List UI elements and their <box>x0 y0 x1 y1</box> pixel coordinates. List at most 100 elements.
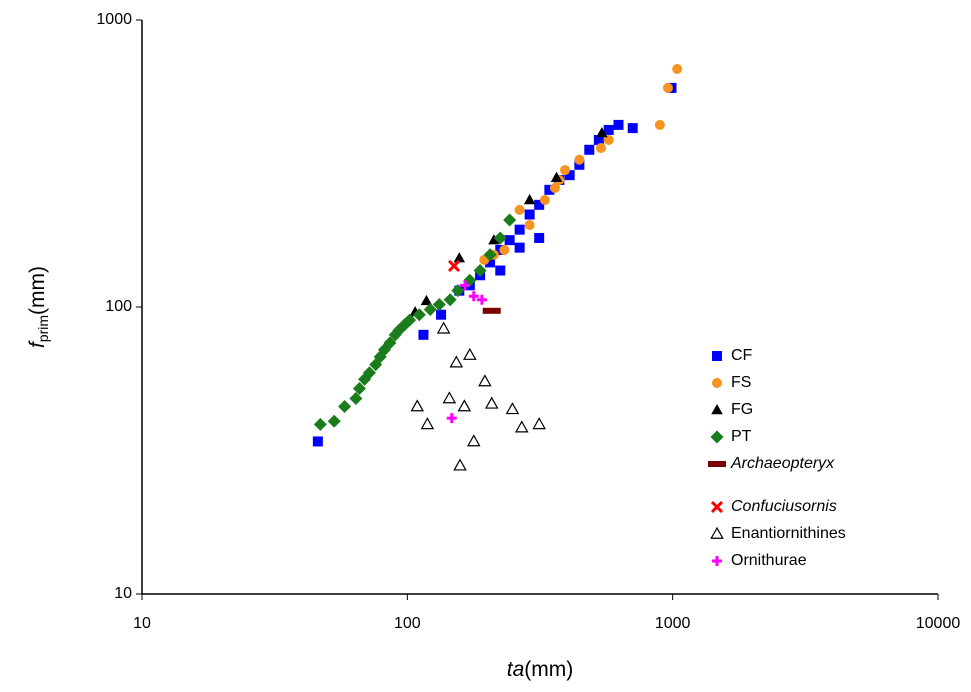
triangle-marker <box>488 234 500 245</box>
open-triangle-marker <box>505 402 520 415</box>
circle-marker <box>662 82 673 93</box>
circle-marker <box>603 134 614 145</box>
square-marker <box>436 309 447 320</box>
plus-marker <box>468 291 479 302</box>
x-tick-label: 1000 <box>655 615 691 632</box>
y-label-subscript: prim <box>35 315 51 342</box>
plus-marker <box>446 413 457 424</box>
square-marker <box>495 265 506 276</box>
square-marker <box>524 209 535 220</box>
circle-marker <box>549 182 560 193</box>
diamond-marker <box>349 391 363 405</box>
square-marker <box>593 134 604 145</box>
open-triangle-marker <box>515 420 529 433</box>
square-marker <box>544 184 555 195</box>
legend-label: FG <box>731 401 753 418</box>
open-triangle-marker <box>442 391 457 404</box>
circle-marker <box>539 194 550 205</box>
square-marker <box>534 232 545 243</box>
x-axis-label: ta(mm) <box>507 658 574 681</box>
diamond-marker <box>710 430 724 444</box>
x-tick-label: 100 <box>394 615 421 632</box>
diamond-marker <box>338 400 352 414</box>
diamond-marker <box>432 298 446 312</box>
open-triangle-marker <box>463 347 477 360</box>
y-axis-label: fprim(mm) <box>26 266 51 348</box>
square-marker <box>534 199 545 210</box>
y-tick-label: 10 <box>114 585 132 602</box>
circle-marker <box>560 165 571 176</box>
open-triangle-marker <box>710 526 724 539</box>
open-triangle-marker <box>436 321 451 334</box>
legend-label: Enantiornithines <box>731 525 846 542</box>
diamond-marker <box>352 382 366 396</box>
legend-label: Archaeopteryx <box>730 455 835 472</box>
circle-marker <box>672 63 683 74</box>
dash-marker <box>482 307 501 314</box>
open-triangle-marker <box>532 417 546 430</box>
diamond-marker <box>483 248 497 262</box>
diamond-marker <box>403 313 417 327</box>
square-marker <box>584 144 595 155</box>
circle-marker <box>524 220 535 231</box>
triangle-marker <box>523 193 536 205</box>
legend-label: Ornithurae <box>731 552 807 569</box>
square-marker <box>564 170 575 181</box>
cross-marker <box>710 500 724 514</box>
circle-marker <box>712 378 722 388</box>
circle-marker <box>499 244 510 255</box>
circle-marker <box>514 204 525 215</box>
square-marker <box>485 257 496 268</box>
y-label-italic: f <box>26 340 49 348</box>
diamond-marker <box>327 414 341 428</box>
square-marker <box>514 242 525 253</box>
open-triangle-marker <box>457 399 472 412</box>
square-marker <box>504 235 515 246</box>
x-tick-label: 10000 <box>916 615 961 632</box>
square-marker <box>613 119 624 130</box>
open-triangle-marker <box>484 396 499 409</box>
legend-label: FS <box>731 374 751 391</box>
open-triangle-marker <box>420 417 435 430</box>
triangle-marker <box>550 171 563 183</box>
open-triangle-marker <box>478 374 492 387</box>
open-triangle-marker <box>467 434 481 447</box>
open-triangle-marker <box>449 355 464 368</box>
square-marker <box>574 159 585 170</box>
square-marker <box>418 329 429 340</box>
cross-marker <box>447 259 461 273</box>
diamond-marker <box>412 308 426 322</box>
diamond-marker <box>362 366 376 380</box>
diamond-marker <box>423 303 437 317</box>
square-marker <box>312 436 323 447</box>
diamond-marker <box>383 336 397 350</box>
open-triangle-marker <box>410 399 425 412</box>
x-label-italic: ta <box>507 658 525 681</box>
triangle-marker <box>711 404 723 415</box>
circle-marker <box>574 154 585 165</box>
diamond-marker <box>473 264 487 278</box>
plus-marker <box>476 294 487 305</box>
y-tick-label: 100 <box>105 298 132 315</box>
plus-marker <box>712 556 722 566</box>
legend-label: CF <box>731 347 753 364</box>
diamond-marker <box>493 231 507 245</box>
legend-label: PT <box>731 428 752 445</box>
x-label-unit: (mm) <box>524 658 573 681</box>
square-marker <box>627 123 638 134</box>
legend-label: Confuciusornis <box>731 498 837 515</box>
diamond-marker <box>443 293 457 307</box>
triangle-marker <box>420 294 433 306</box>
dash-marker <box>708 461 726 467</box>
diamond-marker <box>503 213 517 227</box>
square-marker <box>603 124 614 135</box>
diamond-marker <box>313 417 327 431</box>
triangle-marker <box>453 252 466 263</box>
square-marker <box>712 351 722 361</box>
y-tick-label: 1000 <box>96 11 132 28</box>
triangle-marker <box>596 126 608 138</box>
diamond-marker <box>463 273 477 287</box>
open-triangle-marker <box>453 458 467 471</box>
square-marker <box>514 224 525 235</box>
